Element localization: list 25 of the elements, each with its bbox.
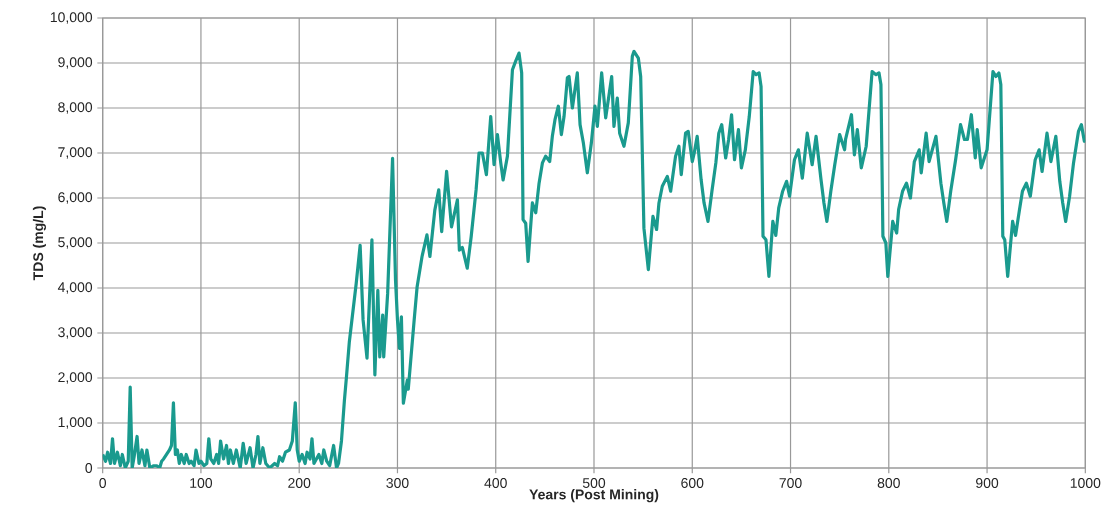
y-tick-label: 10,000 xyxy=(50,12,93,24)
x-tick-label: 400 xyxy=(484,478,507,488)
y-tick-label: 5,000 xyxy=(58,237,93,249)
y-tick-label: 8,000 xyxy=(58,102,93,114)
y-tick-label: 1,000 xyxy=(58,417,93,429)
x-tick-label: 0 xyxy=(99,478,107,488)
x-tick-label: 700 xyxy=(779,478,802,488)
y-tick-label: 6,000 xyxy=(58,192,93,204)
y-axis-title: TDS (mg/L) xyxy=(32,206,46,281)
y-tick-label: 3,000 xyxy=(58,327,93,339)
x-tick-label: 900 xyxy=(976,478,999,488)
x-axis-title: Years (Post Mining) xyxy=(529,489,659,503)
y-tick-label: 9,000 xyxy=(58,57,93,69)
x-tick-label: 200 xyxy=(288,478,311,488)
x-tick-label: 800 xyxy=(877,478,900,488)
y-tick-label: 7,000 xyxy=(58,147,93,159)
x-tick-label: 1000 xyxy=(1070,478,1101,488)
x-tick-label: 300 xyxy=(386,478,409,488)
y-tick-label: 2,000 xyxy=(58,372,93,384)
y-tick-label: 0 xyxy=(85,463,93,473)
y-tick-label: 4,000 xyxy=(57,282,93,294)
x-tick-label: 600 xyxy=(681,478,704,488)
line-series xyxy=(102,49,1086,468)
x-tick-label: 100 xyxy=(190,478,213,488)
x-tick-label: 500 xyxy=(582,478,606,488)
